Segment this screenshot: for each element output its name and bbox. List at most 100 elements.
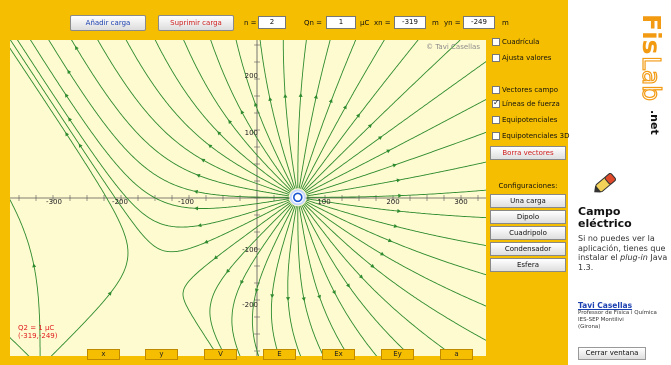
xn-label: xn = <box>374 19 391 27</box>
field-arrow <box>301 297 306 302</box>
field-line <box>306 198 486 219</box>
n-label: n = <box>244 19 257 27</box>
field-arrow <box>213 255 219 260</box>
fislab-sidebar: Fis Lab .net Campo eléctrico Si no puede… <box>572 0 671 365</box>
field-vectors-label: Vectores campo <box>502 86 559 94</box>
field-line <box>298 40 331 189</box>
y-tick: -200 <box>242 301 258 309</box>
y-button[interactable]: y <box>145 349 178 360</box>
y-tick: -100 <box>242 246 258 254</box>
field-plot[interactable]: © Tavi Casellas -300 -200 -100 100 200 3… <box>10 40 486 356</box>
field-line <box>48 40 289 198</box>
field-line <box>303 203 486 341</box>
field-vectors-checkbox[interactable]: Vectores campo <box>492 86 570 98</box>
field-lines-checkbox[interactable]: Líneas de fuerza <box>492 98 570 112</box>
equipotentials-checkbox[interactable]: Equipotenciales <box>492 116 570 128</box>
charge-label-coords: (-319,-249) <box>18 332 58 340</box>
field-line <box>235 40 295 190</box>
field-arrow <box>207 144 213 149</box>
field-lines-checkbox-box[interactable] <box>492 98 500 108</box>
field-line <box>301 40 385 190</box>
clear-vectors-button[interactable]: Borra vectores <box>490 146 566 160</box>
author-link[interactable]: Tavi Casellas <box>578 301 633 310</box>
field-arrow <box>67 69 72 75</box>
logo-lab-text: Lab <box>637 56 666 101</box>
page-title: Campo eléctrico <box>578 206 670 230</box>
y-tick: 200 <box>244 72 258 80</box>
quadrupole-button[interactable]: Cuadripolo <box>490 226 566 240</box>
field-line <box>10 47 129 356</box>
field-arrow <box>346 283 350 288</box>
equipotentials-3d-checkbox-box[interactable] <box>492 132 500 140</box>
one-charge-button[interactable]: Una carga <box>490 194 566 208</box>
field-arrow <box>68 117 73 122</box>
field-arrow <box>396 178 401 183</box>
field-line <box>10 337 30 356</box>
qn-input[interactable]: 1 <box>326 16 356 29</box>
yn-input[interactable]: -249 <box>463 16 495 29</box>
field-line <box>301 205 412 356</box>
field-line <box>259 40 296 189</box>
logo-net-text: .net <box>648 110 661 135</box>
field-arrow <box>240 280 244 285</box>
equipotentials-3d-checkbox[interactable]: Equipotenciales 3D <box>492 132 570 144</box>
field-line <box>297 206 324 356</box>
measurement-bar: x y V E Ex Ey a <box>87 349 507 361</box>
grid-checkbox[interactable]: Cuadrícula <box>492 38 570 50</box>
field-line <box>154 40 291 193</box>
equipotentials-label: Equipotenciales <box>502 116 558 124</box>
e-button[interactable]: E <box>263 349 296 360</box>
field-line <box>10 198 41 356</box>
field-line <box>305 200 486 276</box>
ex-button[interactable]: Ex <box>322 349 355 360</box>
xn-input[interactable]: -319 <box>394 16 426 29</box>
x-tick: -300 <box>46 198 62 206</box>
field-arrow <box>358 274 364 279</box>
field-line <box>298 206 349 356</box>
field-arrow <box>285 297 290 302</box>
field-line <box>304 61 486 193</box>
field-arrow <box>228 119 233 124</box>
pencil-icon <box>594 173 616 193</box>
grid-checkbox-box[interactable] <box>492 38 500 46</box>
field-arrow <box>32 263 37 268</box>
java-notice-plugin: plug-in <box>620 253 648 262</box>
adjust-checkbox-box[interactable] <box>492 54 500 62</box>
field-line <box>306 131 486 195</box>
grid-checkbox-label: Cuadrícula <box>502 38 540 46</box>
yn-label: yn = <box>444 19 461 27</box>
field-arrow <box>342 104 347 110</box>
adjust-checkbox-label: Ajusta valores <box>502 54 552 62</box>
field-arrow <box>283 93 288 98</box>
sphere-button[interactable]: Esfera <box>490 258 566 272</box>
charge-q1[interactable] <box>292 192 303 203</box>
field-line <box>183 40 292 192</box>
field-arrow <box>393 224 398 228</box>
n-input[interactable]: 2 <box>258 16 286 29</box>
ey-button[interactable]: Ey <box>381 349 414 360</box>
field-line <box>302 40 419 191</box>
field-vectors-checkbox-box[interactable] <box>492 86 500 94</box>
v-button[interactable]: V <box>204 349 237 360</box>
y-tick: 100 <box>244 129 258 137</box>
field-line <box>210 40 293 191</box>
dipole-button[interactable]: Dipolo <box>490 210 566 224</box>
a-button[interactable]: a <box>440 349 473 360</box>
capacitor-button[interactable]: Condensador <box>490 242 566 256</box>
adjust-checkbox[interactable]: Ajusta valores <box>492 54 570 66</box>
add-charge-button[interactable]: Añadir carga <box>70 15 146 31</box>
field-arrow <box>78 143 83 148</box>
field-arrow <box>370 263 375 268</box>
x-button[interactable]: x <box>87 349 120 360</box>
field-arrow <box>194 206 199 211</box>
remove-charge-button[interactable]: Suprimir carga <box>158 15 234 31</box>
field-line <box>209 203 292 356</box>
close-window-button[interactable]: Cerrar ventana <box>578 347 646 360</box>
field-arrow <box>200 158 206 163</box>
fislab-logo: Fis Lab .net <box>636 14 666 135</box>
x-tick: -200 <box>112 198 128 206</box>
field-arrow <box>378 136 383 140</box>
equipotentials-checkbox-box[interactable] <box>492 116 500 124</box>
field-line <box>306 189 486 198</box>
field-arrow <box>254 288 259 293</box>
